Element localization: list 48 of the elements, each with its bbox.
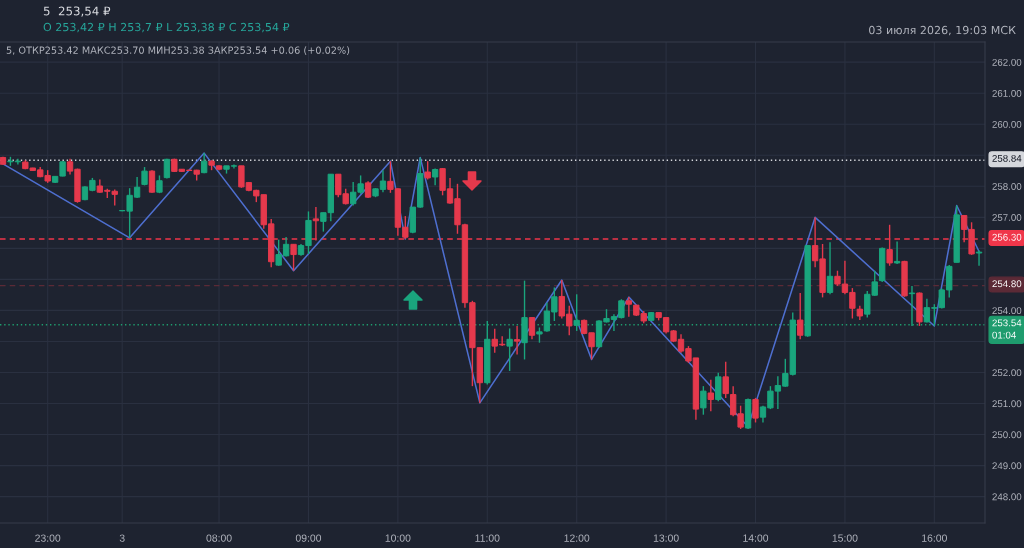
y-tick-label: 258.00 xyxy=(992,183,1022,190)
y-tick-label: 257.00 xyxy=(992,214,1022,221)
candlestick xyxy=(707,378,714,412)
ref-line-label: 256.30 xyxy=(992,233,1022,241)
candlestick xyxy=(148,169,156,194)
text: O 253,42 ₽ H 253,7 ₽ L 253,38 ₽ C 253,54 ₽ xyxy=(43,22,290,33)
x-tick-label: 09:00 xyxy=(295,534,322,542)
ref-line-label: 253.54 01:04 xyxy=(992,319,1022,339)
x-tick-label: 3 xyxy=(119,534,125,542)
x-tick-label: 15:00 xyxy=(832,534,858,542)
candlestick xyxy=(513,325,521,356)
x-tick-label: 10:00 xyxy=(385,534,411,542)
candlestick xyxy=(715,372,722,403)
y-tick-label: 254.00 xyxy=(992,307,1022,315)
candlestick xyxy=(573,293,580,332)
candlestick xyxy=(908,285,916,327)
text: 253,54 ₽ xyxy=(58,6,111,17)
ref-line-label: 254.80 xyxy=(992,280,1022,288)
candlestick xyxy=(528,316,536,340)
candlestick xyxy=(625,296,633,318)
x-tick-label: 16:00 xyxy=(922,534,947,542)
ref-line-label: 258.84 xyxy=(992,154,1022,162)
y-tick-label: 251.00 xyxy=(992,400,1022,408)
annotation: 5, ОТКР253.42 МАКС253.70 МИН253.38 ЗАКР253.54 +0.06 (+0.02%) xyxy=(6,46,350,55)
candlestick xyxy=(893,240,901,265)
candlestick xyxy=(722,360,729,399)
x-tick-label: 08:00 xyxy=(206,534,232,542)
candlestick xyxy=(975,249,983,267)
candlestick xyxy=(826,241,834,295)
x-tick-label: 13:00 xyxy=(653,534,679,542)
candlestick xyxy=(797,292,804,340)
candlestick xyxy=(290,243,297,272)
y-tick-label: 248.00 xyxy=(992,493,1022,501)
candlestick xyxy=(506,327,513,372)
y-tick-label: 262.00 xyxy=(992,58,1022,66)
x-tick-label: 14:00 xyxy=(743,534,769,542)
x-tick-label: 11:00 xyxy=(475,534,500,542)
text: 5 xyxy=(43,6,50,16)
y-tick-label: 250.00 xyxy=(992,431,1022,439)
candlestick xyxy=(700,385,707,416)
x-tick-label: 12:00 xyxy=(564,534,590,542)
y-tick-label: 249.00 xyxy=(992,462,1022,470)
y-tick-label: 260.00 xyxy=(992,120,1022,128)
y-tick-label: 252.00 xyxy=(992,369,1022,377)
y-tick-label: 261.00 xyxy=(992,89,1022,97)
candlestick xyxy=(752,397,759,424)
text: 03 июля 2026, 19:03 МСК xyxy=(869,25,1016,36)
x-tick-label: 23:00 xyxy=(35,534,61,542)
